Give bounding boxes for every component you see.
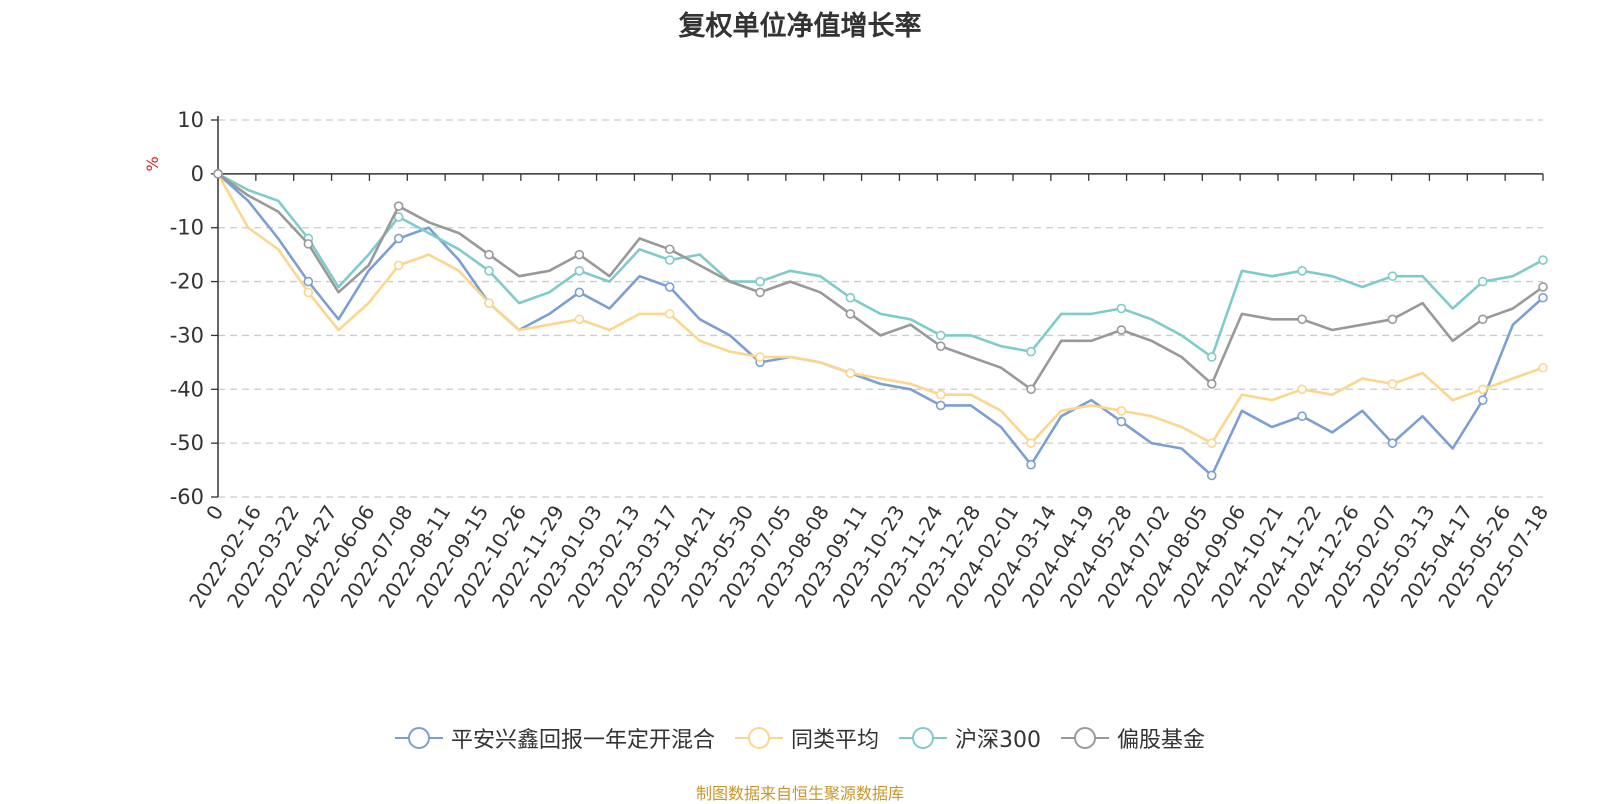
data-point bbox=[935, 400, 946, 411]
data-point bbox=[1116, 303, 1127, 314]
data-point bbox=[664, 255, 675, 265]
data-point bbox=[484, 249, 494, 260]
y-tick-label: -60 bbox=[170, 485, 204, 509]
data-point bbox=[1297, 411, 1307, 422]
data-point bbox=[574, 265, 585, 276]
data-point bbox=[664, 244, 675, 255]
legend-label: 沪深300 bbox=[955, 728, 1041, 753]
data-point bbox=[1026, 346, 1036, 357]
data-point bbox=[1116, 325, 1127, 335]
data-point bbox=[1538, 282, 1548, 292]
data-point bbox=[574, 287, 585, 298]
data-point bbox=[393, 233, 404, 244]
data-point bbox=[755, 352, 765, 362]
data-point bbox=[1297, 384, 1307, 395]
data-point bbox=[1206, 438, 1217, 448]
data-point bbox=[1387, 379, 1398, 389]
legend-label: 偏股基金 bbox=[1117, 728, 1206, 753]
data-point bbox=[664, 309, 675, 319]
data-point bbox=[393, 260, 404, 271]
data-point bbox=[1026, 438, 1036, 448]
series-line-0 bbox=[217, 172, 1544, 477]
data-point bbox=[1026, 459, 1036, 470]
data-point bbox=[1206, 379, 1217, 389]
data-point bbox=[1297, 314, 1307, 325]
data-point bbox=[845, 309, 856, 319]
data-point bbox=[213, 169, 223, 179]
legend-marker-icon bbox=[394, 726, 443, 750]
data-point bbox=[935, 389, 946, 400]
data-point bbox=[935, 341, 946, 352]
data-point bbox=[1297, 265, 1307, 276]
data-point bbox=[845, 292, 856, 303]
y-tick-label: -40 bbox=[170, 377, 204, 401]
y-axis-label: % bbox=[143, 156, 162, 171]
chart-title: 复权单位净值增长率 bbox=[678, 11, 922, 42]
y-tick-label: -20 bbox=[170, 270, 204, 294]
data-point bbox=[1477, 384, 1488, 395]
data-point bbox=[484, 298, 494, 308]
data-point bbox=[1538, 362, 1548, 373]
data-point bbox=[1387, 271, 1398, 281]
y-tick-label: -50 bbox=[170, 431, 204, 455]
data-point bbox=[484, 265, 494, 276]
legend-label: 平安兴鑫回报一年定开混合 bbox=[450, 728, 715, 753]
data-point bbox=[664, 282, 675, 292]
data-point bbox=[574, 249, 585, 260]
legend-item[interactable]: 偏股基金 bbox=[1061, 722, 1205, 754]
source-note: 制图数据来自恒生聚源数据库 bbox=[695, 784, 904, 803]
data-point bbox=[1538, 255, 1548, 265]
series-line-1 bbox=[216, 173, 1544, 445]
data-point bbox=[1387, 314, 1398, 325]
data-point bbox=[845, 368, 856, 378]
y-tick-label: 0 bbox=[191, 162, 204, 186]
series-line-3 bbox=[217, 172, 1544, 391]
data-point bbox=[1026, 384, 1036, 395]
legend-label: 同类平均 bbox=[790, 728, 879, 753]
data-point bbox=[574, 314, 585, 325]
data-point bbox=[1387, 438, 1398, 448]
data-point bbox=[303, 239, 314, 249]
legend-item[interactable]: 沪深300 bbox=[899, 722, 1041, 754]
data-point bbox=[303, 287, 314, 298]
legend-item[interactable]: 同类平均 bbox=[734, 722, 879, 754]
data-point bbox=[393, 201, 404, 211]
data-point bbox=[755, 276, 765, 287]
data-point bbox=[935, 330, 946, 341]
y-tick-label: -10 bbox=[170, 216, 204, 240]
series-line-2 bbox=[217, 172, 1544, 359]
data-point bbox=[1116, 416, 1127, 427]
data-point bbox=[1206, 352, 1217, 362]
data-point bbox=[1206, 470, 1217, 481]
x-tick-label: 0 bbox=[201, 501, 228, 525]
y-tick-label: -30 bbox=[170, 323, 204, 347]
data-point bbox=[1477, 395, 1488, 405]
chart-legend: 平安兴鑫回报一年定开混合 同类平均 沪深300 偏股基金 bbox=[0, 722, 1600, 754]
legend-item[interactable]: 平安兴鑫回报一年定开混合 bbox=[394, 722, 715, 754]
y-tick-label: 10 bbox=[177, 108, 204, 132]
legend-marker-icon bbox=[899, 726, 947, 750]
data-point bbox=[303, 276, 314, 287]
legend-marker-icon bbox=[734, 726, 783, 750]
data-point bbox=[1477, 314, 1488, 325]
legend-marker-icon bbox=[1061, 726, 1109, 750]
data-point bbox=[1116, 406, 1127, 416]
data-point bbox=[1538, 292, 1548, 303]
data-point bbox=[1477, 276, 1488, 287]
data-point bbox=[755, 287, 765, 298]
